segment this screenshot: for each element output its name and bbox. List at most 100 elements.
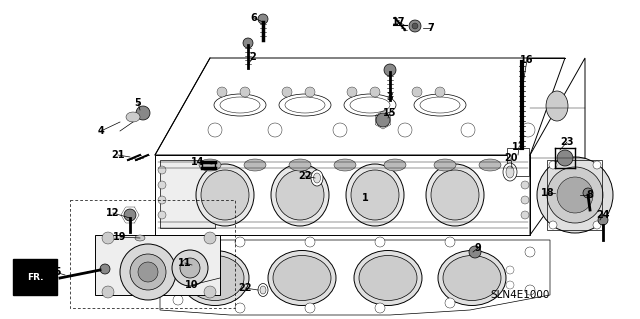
Circle shape	[158, 211, 166, 219]
Circle shape	[138, 262, 158, 282]
Ellipse shape	[506, 166, 514, 178]
Circle shape	[398, 123, 412, 137]
Ellipse shape	[244, 159, 266, 171]
Circle shape	[124, 209, 136, 221]
Ellipse shape	[135, 235, 145, 241]
Text: 19: 19	[113, 232, 127, 242]
Text: 21: 21	[111, 150, 125, 160]
Ellipse shape	[201, 170, 249, 220]
Circle shape	[412, 87, 422, 97]
Circle shape	[102, 286, 114, 298]
Text: 20: 20	[504, 153, 518, 163]
Circle shape	[191, 284, 199, 292]
Text: FR.: FR.	[27, 272, 44, 281]
Circle shape	[235, 237, 245, 247]
Ellipse shape	[351, 170, 399, 220]
Circle shape	[593, 221, 601, 229]
Text: 8: 8	[587, 190, 593, 200]
Ellipse shape	[289, 159, 311, 171]
Circle shape	[375, 237, 385, 247]
Circle shape	[525, 285, 535, 295]
Circle shape	[521, 211, 529, 219]
Text: 16: 16	[520, 55, 534, 65]
Text: 6: 6	[251, 13, 257, 23]
Ellipse shape	[276, 170, 324, 220]
Circle shape	[100, 264, 110, 274]
Circle shape	[305, 237, 315, 247]
Circle shape	[282, 87, 292, 97]
Bar	[70, 200, 235, 308]
Circle shape	[204, 286, 216, 298]
Ellipse shape	[384, 159, 406, 171]
Circle shape	[208, 123, 222, 137]
Text: 22: 22	[238, 283, 252, 293]
Circle shape	[243, 38, 253, 48]
Ellipse shape	[199, 159, 221, 171]
Circle shape	[130, 254, 166, 290]
Ellipse shape	[503, 163, 517, 181]
Text: 10: 10	[185, 280, 199, 290]
Circle shape	[506, 281, 514, 289]
Text: 7: 7	[428, 23, 435, 33]
Text: 25: 25	[48, 267, 61, 277]
Circle shape	[375, 303, 385, 313]
Bar	[547, 160, 602, 230]
Ellipse shape	[126, 112, 140, 122]
Text: 1: 1	[362, 193, 369, 203]
Circle shape	[549, 161, 557, 169]
Ellipse shape	[334, 159, 356, 171]
Text: 11: 11	[179, 258, 192, 268]
Circle shape	[172, 250, 208, 286]
Circle shape	[445, 237, 455, 247]
Text: 2: 2	[250, 52, 257, 62]
Circle shape	[557, 177, 593, 213]
Bar	[160, 160, 215, 228]
Circle shape	[445, 298, 455, 308]
Circle shape	[549, 221, 557, 229]
Circle shape	[547, 167, 603, 223]
Ellipse shape	[311, 170, 323, 186]
Ellipse shape	[546, 91, 568, 121]
Ellipse shape	[186, 256, 244, 300]
Text: 9: 9	[475, 243, 481, 253]
Ellipse shape	[438, 250, 506, 306]
Ellipse shape	[346, 164, 404, 226]
Text: 24: 24	[596, 210, 610, 220]
Circle shape	[521, 123, 535, 137]
Text: 22: 22	[298, 171, 312, 181]
Circle shape	[347, 87, 357, 97]
Circle shape	[537, 157, 613, 233]
Ellipse shape	[354, 250, 422, 306]
Text: 4: 4	[98, 126, 104, 136]
Ellipse shape	[426, 164, 484, 226]
Polygon shape	[95, 235, 220, 295]
Bar	[507, 148, 529, 176]
Text: 15: 15	[383, 108, 397, 118]
Circle shape	[370, 87, 380, 97]
Circle shape	[525, 247, 535, 257]
Circle shape	[217, 87, 227, 97]
Circle shape	[409, 20, 421, 32]
Circle shape	[461, 123, 475, 137]
Circle shape	[235, 303, 245, 313]
Ellipse shape	[268, 250, 336, 306]
Circle shape	[258, 14, 268, 24]
Text: 17: 17	[392, 17, 406, 27]
Ellipse shape	[258, 284, 268, 296]
Circle shape	[521, 181, 529, 189]
Circle shape	[268, 123, 282, 137]
Circle shape	[191, 266, 199, 274]
Ellipse shape	[196, 164, 254, 226]
Circle shape	[593, 161, 601, 169]
Circle shape	[557, 150, 573, 166]
Circle shape	[521, 166, 529, 174]
Circle shape	[521, 196, 529, 204]
Circle shape	[412, 23, 418, 29]
Ellipse shape	[479, 159, 501, 171]
Circle shape	[376, 113, 390, 127]
Text: 5: 5	[134, 98, 141, 108]
Ellipse shape	[260, 286, 266, 294]
Text: 13: 13	[512, 142, 525, 152]
Text: 14: 14	[191, 157, 205, 167]
Circle shape	[469, 246, 481, 258]
